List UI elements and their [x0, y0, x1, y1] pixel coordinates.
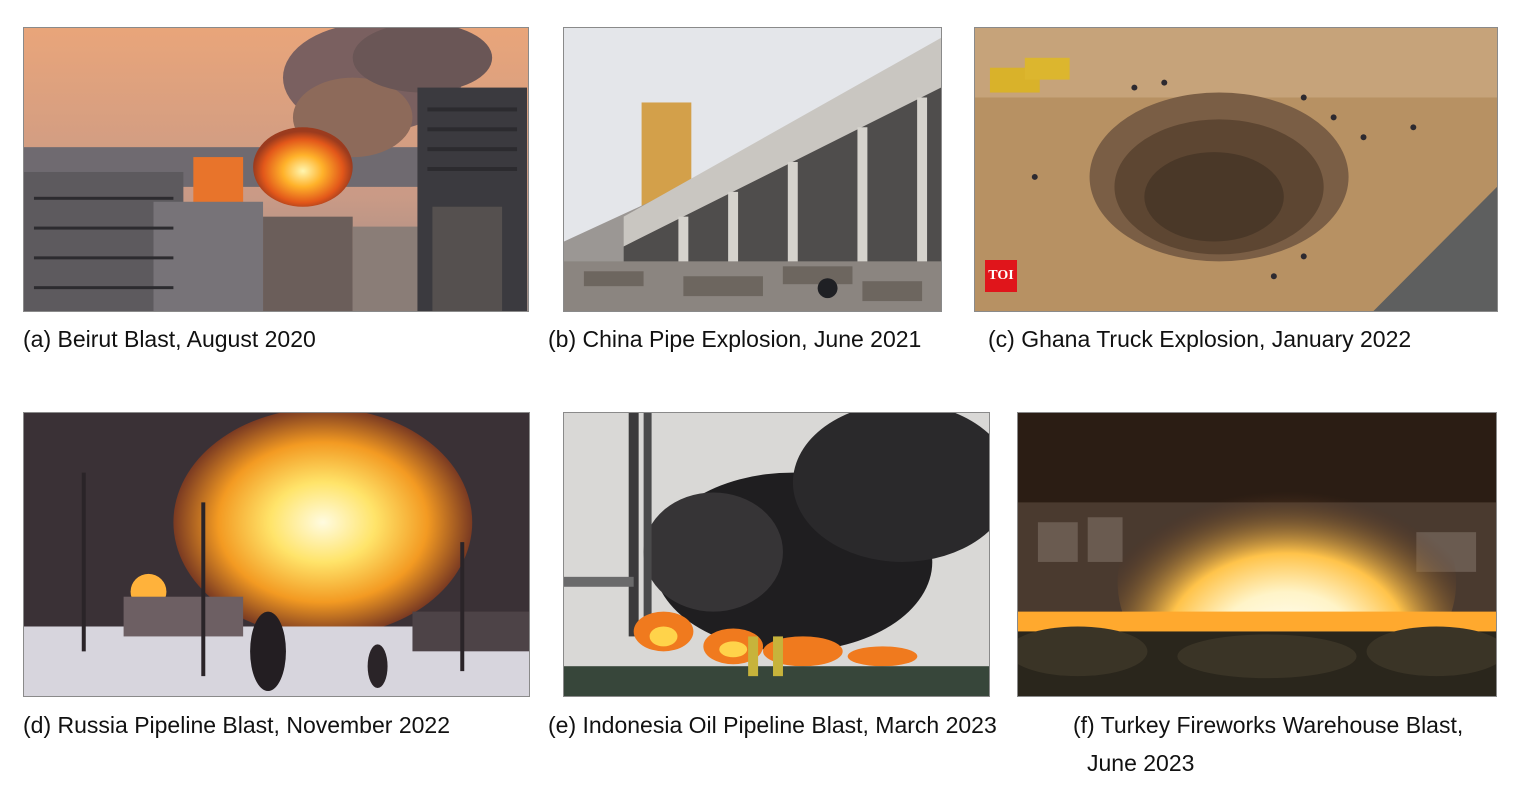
photo-turkey-fireworks-warehouse-blast: [1017, 412, 1497, 697]
caption-china: (b) China Pipe Explosion, June 2021: [548, 326, 922, 352]
photo-russia-pipeline-blast: [23, 412, 530, 697]
caption-ghana: (c) Ghana Truck Explosion, January 2022: [988, 326, 1412, 352]
photo-indonesia-oil-pipeline-blast: [563, 412, 990, 697]
photo-china-pipe-explosion: [563, 27, 942, 312]
toi-watermark: TOI: [985, 260, 1017, 292]
caption-turkey: (f) Turkey Fireworks Warehouse Blast,: [1073, 712, 1464, 738]
photo-ghana-truck-explosion: TOI: [974, 27, 1498, 312]
caption-beirut: (a) Beirut Blast, August 2020: [23, 326, 316, 352]
caption-russia: (d) Russia Pipeline Blast, November 2022: [23, 712, 450, 738]
photo-beirut-blast: [23, 27, 529, 312]
caption-indonesia: (e) Indonesia Oil Pipeline Blast, March …: [548, 712, 997, 738]
caption-turkey-line2: June 2023: [1087, 750, 1195, 776]
